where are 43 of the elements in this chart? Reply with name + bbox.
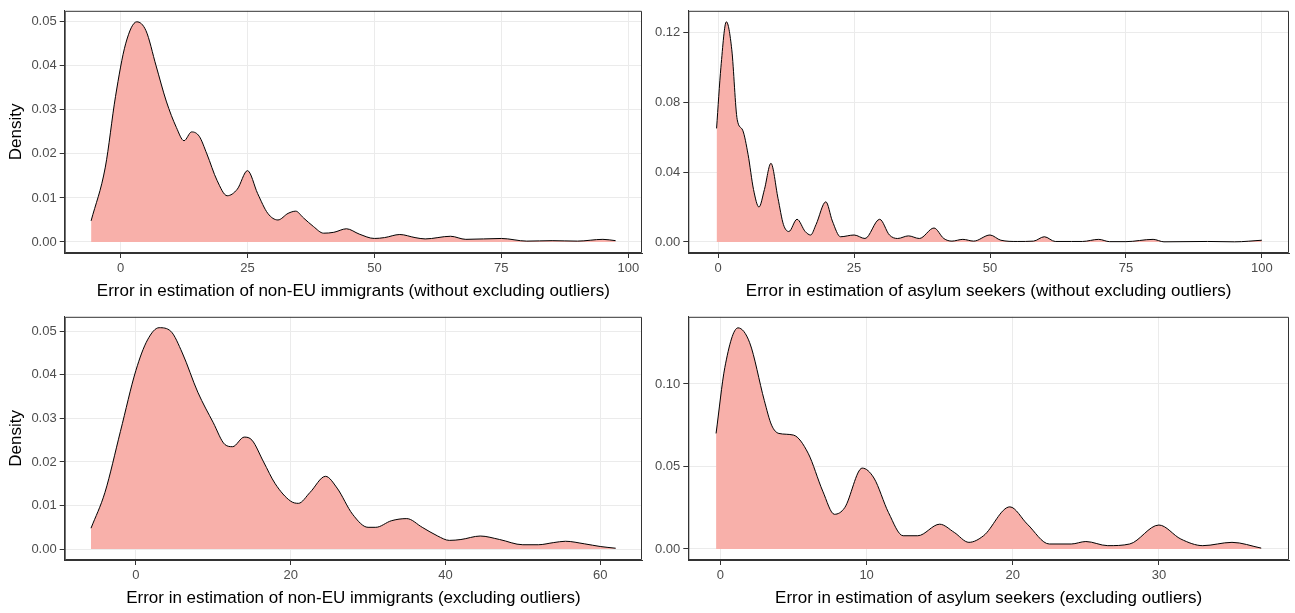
x-tick-label: 0 [116, 260, 125, 276]
y-tick-label: 0.00 [654, 540, 681, 556]
x-tick-label: 40 [438, 567, 453, 583]
y-tick-label: 0.01 [31, 497, 57, 513]
x-tick-label: 50 [982, 260, 998, 276]
x-tick-label: 100 [1250, 260, 1273, 276]
x-axis-title: Error in estimation of non-EU immigrants (excluding outliers) [126, 588, 581, 608]
x-tick-label: 20 [283, 567, 298, 583]
y-axis-title: Density [5, 409, 25, 467]
x-tick-label: 100 [617, 260, 640, 276]
x-tick-label: 75 [494, 260, 509, 276]
x-axis-title: Error in estimation of non-EU immigrants (without excluding outliers) [96, 281, 610, 301]
x-axis-title: Error in estimation of asylum seekers (without excluding outliers) [745, 281, 1232, 301]
x-tick-label: 20 [1005, 567, 1020, 583]
y-tick-label: 0.03 [31, 409, 57, 425]
y-tick-label: 0.04 [31, 57, 57, 73]
y-axis-title: Density [5, 103, 25, 161]
y-tick-label: 0.05 [31, 322, 57, 338]
y-tick-label: 0.04 [31, 366, 57, 382]
y-tick-label: 0.00 [654, 233, 681, 249]
y-tick-label: 0.05 [654, 458, 681, 474]
x-tick-label: 25 [240, 260, 255, 276]
y-tick-label: 0.00 [31, 233, 57, 249]
x-tick-label: 60 [592, 567, 608, 583]
y-tick-label: 0.10 [654, 375, 681, 391]
y-tick-label: 0.03 [31, 101, 57, 117]
x-tick-label: 10 [859, 567, 874, 583]
y-tick-label: 0.05 [31, 13, 57, 29]
x-tick-label: 75 [1118, 260, 1134, 276]
x-tick-label: 30 [1151, 567, 1167, 583]
y-tick-label: 0.12 [654, 23, 681, 39]
y-tick-label: 0.01 [31, 189, 57, 205]
x-tick-label: 0 [716, 567, 725, 583]
x-tick-label: 0 [714, 260, 722, 276]
y-tick-label: 0.00 [31, 540, 57, 556]
x-tick-label: 0 [132, 567, 140, 583]
y-tick-label: 0.04 [654, 163, 681, 179]
y-tick-label: 0.08 [654, 93, 681, 109]
x-tick-label: 50 [367, 260, 382, 276]
x-axis-title: Error in estimation of asylum seekers (excluding outliers) [775, 588, 1203, 608]
y-tick-label: 0.02 [31, 145, 57, 161]
x-tick-label: 25 [846, 260, 862, 276]
y-tick-label: 0.02 [31, 453, 57, 469]
